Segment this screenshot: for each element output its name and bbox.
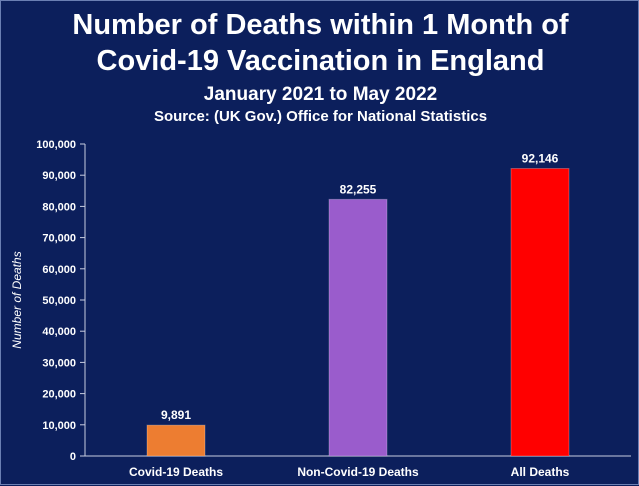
y-tick-label: 60,000 (42, 264, 76, 276)
y-tick-label: 30,000 (42, 357, 76, 369)
bar-1 (146, 424, 206, 457)
y-tick-label: 40,000 (42, 326, 76, 338)
bar-3 (510, 168, 570, 457)
chart-title-line2: Covid-19 Vaccination in England (96, 45, 545, 77)
data-label: 82,255 (340, 182, 377, 196)
x-category-label: Covid-19 Deaths (129, 465, 223, 479)
y-tick-label: 100,000 (36, 139, 76, 151)
data-label: 92,146 (522, 152, 559, 166)
y-tick-label: 80,000 (42, 201, 76, 213)
y-tick-label: 20,000 (42, 389, 76, 401)
y-tick-label: 10,000 (42, 420, 76, 432)
y-tick-label: 90,000 (42, 170, 76, 182)
bar-2 (328, 198, 388, 457)
data-label: 9,891 (161, 408, 191, 422)
y-tick-label: 70,000 (42, 233, 76, 245)
y-tick-label: 0 (70, 451, 76, 463)
y-tick-label: 50,000 (42, 295, 76, 307)
y-axis-title: Number of Deaths (10, 251, 24, 348)
x-category-label: Non-Covid-19 Deaths (297, 465, 419, 479)
chart-subtitle: January 2021 to May 2022 (203, 84, 438, 105)
chart-title-line1: Number of Deaths within 1 Month of (72, 9, 569, 41)
chart-source: Source: (UK Gov.) Office for National St… (153, 108, 488, 125)
x-category-label: All Deaths (511, 465, 570, 479)
